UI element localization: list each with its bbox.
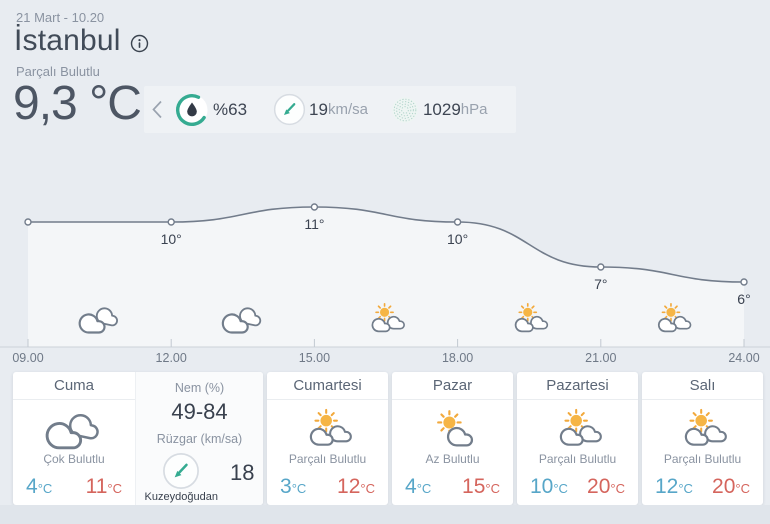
chart-axis-label: 09.00	[12, 351, 43, 365]
chart-point	[310, 203, 319, 211]
info-icon[interactable]	[130, 34, 149, 53]
cloudy-icon	[43, 407, 105, 451]
day-name: Cumartesi	[267, 372, 388, 400]
humidity-label: Nem (%)	[174, 381, 225, 395]
current-temperature: 9,3 °C	[13, 77, 142, 130]
wind-direction-icon	[162, 452, 200, 490]
wind-label: Rüzgar (km/sa)	[156, 432, 243, 446]
chart-point-label: 10°	[447, 231, 468, 247]
partly-sunny-icon	[674, 408, 732, 449]
wind-direction-text: Kuzeydoğudan	[144, 491, 218, 503]
chart-point	[453, 218, 462, 226]
low-temp: 10°C	[530, 475, 568, 498]
chart-axis-label: 12.00	[156, 351, 187, 365]
day-name: Pazar	[392, 372, 513, 400]
date-time: 21 Mart - 10.20	[16, 10, 105, 25]
stats-prev-button[interactable]	[144, 95, 170, 125]
high-temp: 15°C	[462, 475, 500, 498]
current-stats-strip: %63 19 km/sa 1029 hPa	[144, 86, 516, 133]
high-temp: 11°C	[85, 475, 122, 498]
city-title: İstanbul	[14, 24, 121, 57]
humidity-stat: %63	[174, 92, 247, 128]
current-condition: Parçalı Bulutlu	[16, 64, 100, 79]
forecast-card-cuma[interactable]: Cuma Çok Bulutlu 4°C 11°C Nem (%) 49-84 …	[13, 372, 263, 505]
chart-axis-label: 24.00	[728, 351, 759, 365]
city-row: İstanbul	[14, 24, 149, 58]
chart-point-label: 7°	[594, 276, 607, 292]
high-temp: 20°C	[587, 475, 625, 498]
forecast-section: Cuma Çok Bulutlu 4°C 11°C Nem (%) 49-84 …	[0, 372, 770, 505]
chart-point	[24, 218, 32, 226]
high-temp: 12°C	[337, 475, 375, 498]
chart-point-label: 10°	[161, 231, 182, 247]
low-temp: 4°C	[26, 475, 53, 498]
footer-band	[0, 505, 770, 524]
wind-value: 19	[309, 99, 328, 119]
chart-point	[597, 263, 605, 271]
chart-axis-label: 15.00	[299, 351, 330, 365]
day-summary-cuma: Cuma Çok Bulutlu 4°C 11°C	[13, 372, 136, 505]
forecast-card-sali[interactable]: Salı Parçalı Bulutlu 12°C 20°C	[642, 372, 763, 505]
day-name: Cuma	[13, 372, 135, 400]
day-condition: Parçalı Bulutlu	[288, 452, 367, 466]
forecast-card-pazartesi[interactable]: Pazartesi Parçalı Bulutlu 10°C 20°C	[517, 372, 638, 505]
low-temp: 12°C	[655, 475, 693, 498]
low-temp: 4°C	[405, 475, 432, 498]
chart-point	[167, 218, 175, 226]
mostly-sunny-icon	[424, 408, 482, 449]
day-details-panel: Nem (%) 49-84 Rüzgar (km/sa) Kuzeydoğuda…	[136, 372, 263, 505]
humidity-value: %63	[213, 99, 248, 119]
wind-direction-icon	[273, 93, 306, 126]
pressure-value: 1029	[422, 99, 461, 119]
humidity-range: 49-84	[171, 399, 228, 424]
chart-axis-label: 18.00	[442, 351, 473, 365]
forecast-card-cumartesi[interactable]: Cumartesi Parçalı Bulutlu 3°C 12°C	[267, 372, 388, 505]
high-temp: 20°C	[712, 475, 750, 498]
partly-sunny-icon	[299, 408, 357, 449]
chevron-left-icon	[151, 100, 162, 119]
temperature-curve	[27, 206, 745, 283]
low-temp: 3°C	[280, 475, 307, 498]
humidity-icon	[174, 92, 210, 128]
wind-speed-value: 18	[229, 460, 255, 485]
curve-area-fill	[28, 207, 744, 347]
pressure-stat: 1029 hPa	[390, 95, 488, 125]
day-name: Salı	[642, 372, 763, 400]
wind-unit: km/sa	[327, 101, 368, 118]
day-condition: Parçalı Bulutlu	[538, 452, 617, 466]
chart-point-label: 11°	[304, 216, 324, 232]
partly-sunny-icon	[549, 408, 607, 449]
chart-point	[740, 278, 748, 286]
day-condition: Az Bulutlu	[425, 452, 480, 466]
chart-axis-label: 21.00	[585, 351, 616, 365]
day-name: Pazartesi	[517, 372, 638, 400]
day-condition: Çok Bulutlu	[43, 452, 105, 466]
wind-stat: 19 km/sa	[273, 93, 368, 126]
pressure-unit: hPa	[460, 101, 488, 118]
chart-point-label: 6°	[737, 291, 750, 307]
pressure-icon	[390, 95, 420, 125]
day-condition: Parçalı Bulutlu	[663, 452, 742, 466]
forecast-card-pazar[interactable]: Pazar Az Bulutlu 4°C 15°C	[392, 372, 513, 505]
hourly-temperature-chart: 09.00 12.00 15.00 18.00 21.00 24.00 10° 11° 10° 7…	[0, 190, 770, 370]
